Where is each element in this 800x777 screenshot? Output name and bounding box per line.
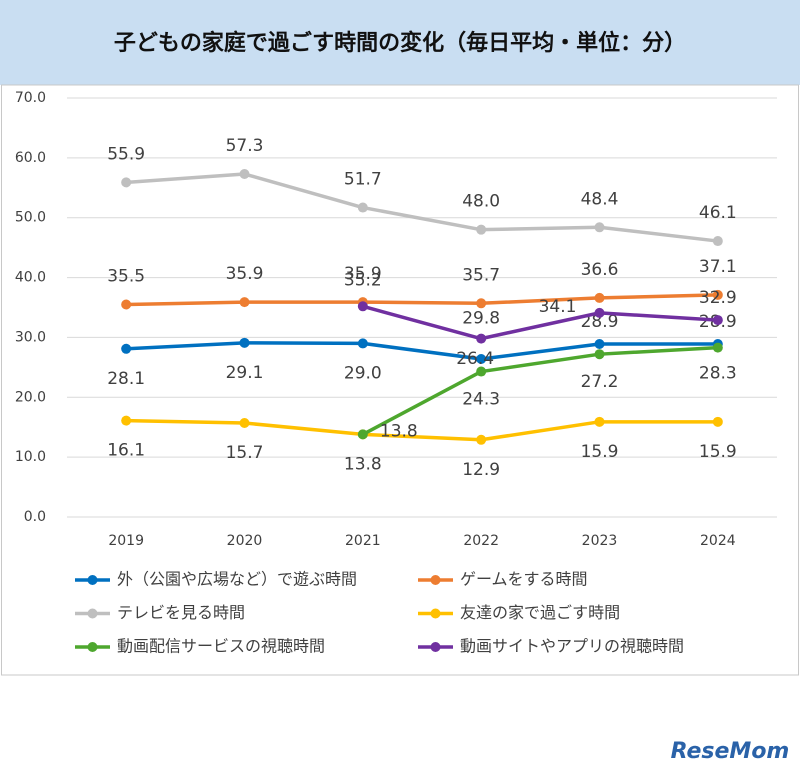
data-label: 12.9 — [462, 460, 500, 480]
data-point — [476, 353, 487, 364]
series-line — [126, 341, 718, 361]
y-tick-label: 20.0 — [15, 389, 46, 405]
data-label: 35.2 — [344, 270, 382, 290]
data-label: 57.3 — [226, 136, 264, 156]
x-tick-label: 2024 — [700, 533, 736, 549]
data-label: 13.8 — [380, 421, 418, 441]
data-point — [239, 337, 250, 348]
legend-label: 友達の家で過ごす時間 — [460, 603, 620, 622]
data-label: 35.7 — [462, 265, 500, 285]
data-label: 13.8 — [344, 454, 382, 474]
legend-marker — [430, 642, 441, 652]
y-tick-label: 50.0 — [15, 210, 46, 226]
series-line — [126, 172, 719, 243]
legend-label: 外（公園や広場など）で遊ぶ時間 — [117, 570, 357, 589]
data-point — [357, 338, 368, 349]
data-point — [476, 434, 487, 445]
data-point — [476, 298, 487, 309]
chart-title: 子どもの家庭で過ごす時間の変化（毎日平均・単位：分） — [114, 30, 686, 56]
legend-label: 動画サイトやアプリの視聴時間 — [460, 637, 684, 656]
data-label: 15.7 — [226, 443, 264, 463]
data-label: 29.1 — [226, 363, 264, 383]
data-point — [712, 236, 723, 247]
data-label: 46.1 — [699, 203, 737, 223]
series-line — [362, 345, 718, 436]
title-bar — [0, 0, 800, 85]
y-tick-label: 40.0 — [15, 270, 46, 286]
data-point — [121, 177, 132, 188]
x-tick-label: 2022 — [463, 533, 499, 549]
data-point — [357, 301, 368, 312]
data-point — [594, 339, 605, 350]
series-line — [126, 293, 718, 307]
y-tick-label: 0.0 — [24, 509, 46, 525]
data-label: 32.9 — [699, 288, 737, 308]
data-point — [357, 429, 368, 440]
watermark: ReseMom — [671, 739, 790, 764]
x-tick-label: 2023 — [582, 533, 618, 549]
legend-marker — [430, 575, 441, 585]
data-point — [594, 416, 605, 427]
data-point — [712, 289, 723, 300]
data-point — [712, 416, 723, 427]
data-label: 15.9 — [699, 442, 737, 462]
data-label: 35.9 — [344, 264, 382, 284]
data-point — [121, 343, 132, 354]
data-label: 48.4 — [581, 189, 619, 209]
data-label: 28.9 — [581, 312, 619, 332]
data-label: 37.1 — [699, 257, 737, 277]
data-point — [121, 415, 132, 426]
data-label: 34.1 — [539, 297, 577, 317]
data-label: 16.1 — [107, 441, 145, 461]
data-label: 24.3 — [462, 390, 500, 410]
data-label: 15.9 — [581, 442, 619, 462]
data-point — [239, 418, 250, 429]
x-tick-label: 2021 — [345, 533, 381, 549]
data-label: 29.0 — [344, 363, 382, 383]
data-point — [476, 333, 487, 344]
data-label: 48.0 — [462, 192, 500, 212]
data-label: 35.9 — [226, 264, 264, 284]
x-tick-label: 2019 — [108, 533, 144, 549]
data-label: 29.8 — [462, 309, 500, 329]
legend-marker — [87, 575, 98, 585]
data-label: 51.7 — [344, 170, 382, 190]
data-label: 28.1 — [107, 369, 145, 389]
legend-marker — [87, 608, 98, 619]
data-point — [712, 342, 723, 353]
data-label: 28.3 — [699, 364, 737, 384]
data-point — [476, 224, 487, 235]
legend-label: 動画配信サービスの視聴時間 — [117, 637, 325, 656]
legend-label: ゲームをする時間 — [460, 570, 588, 589]
data-label: 36.6 — [581, 260, 619, 280]
data-point — [239, 169, 250, 180]
data-point — [476, 366, 487, 377]
y-tick-label: 10.0 — [15, 449, 46, 465]
data-label: 27.2 — [581, 372, 619, 392]
data-label: 35.5 — [107, 267, 145, 287]
series-line — [126, 418, 718, 442]
y-tick-label: 60.0 — [15, 150, 46, 166]
data-point — [594, 222, 605, 233]
data-point — [594, 292, 605, 303]
data-point — [594, 349, 605, 360]
data-point — [357, 202, 368, 213]
data-point — [594, 307, 605, 318]
legend-marker — [430, 608, 441, 619]
data-point — [239, 297, 250, 308]
y-tick-label: 30.0 — [15, 329, 46, 345]
data-label: 26.4 — [456, 349, 494, 369]
data-point — [712, 315, 723, 326]
data-label: 55.9 — [107, 144, 145, 164]
legend-label: テレビを見る時間 — [117, 603, 245, 622]
series-line — [362, 304, 718, 341]
legend-marker — [87, 642, 98, 652]
x-tick-label: 2020 — [227, 533, 263, 549]
data-point — [121, 299, 132, 310]
y-tick-label: 70.0 — [15, 90, 46, 106]
